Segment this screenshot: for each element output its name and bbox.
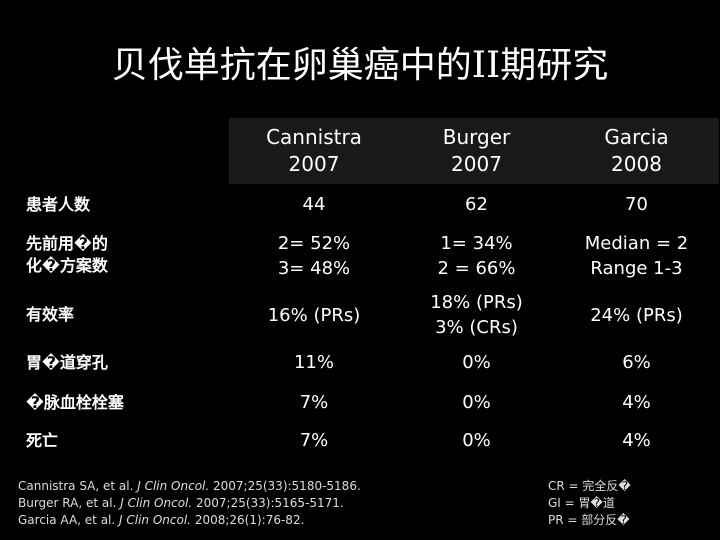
abbreviation-cr: CR = 完全反� — [548, 479, 631, 493]
table-cell: 7% — [299, 392, 329, 413]
table-cell: 2= 52% 3= 48% — [229, 231, 399, 281]
slide-title: 贝伐单抗在卵巢癌中的II期研究 — [111, 45, 609, 86]
reference-citation: 2007;25(33):5165-5171. — [192, 496, 344, 510]
reference-citation: 2008;26(1):76-82. — [191, 513, 305, 527]
table-row: 有效率 16% (PRs) 18% (PRs) 3% (CRs) 24% (PR… — [16, 286, 719, 344]
reference-journal: J Clin Oncol. — [119, 513, 191, 527]
references: Cannistra SA, et al. J Clin Oncol. 2007;… — [18, 478, 361, 529]
header-name: Cannistra — [266, 125, 362, 149]
reference-line: Cannistra SA, et al. J Clin Oncol. 2007;… — [18, 478, 361, 495]
row-label: 胃�道穿孔 — [26, 353, 108, 372]
abbreviation-gi: GI = 胃�道 — [548, 496, 615, 510]
reference-line: Burger RA, et al. J Clin Oncol. 2007;25(… — [18, 495, 361, 512]
cell-line: 2 = 66% — [437, 258, 516, 279]
table-cell: 16% (PRs) — [267, 305, 361, 326]
table-cell: 4% — [622, 430, 651, 451]
row-label-line: 先前用�的 — [26, 234, 108, 253]
header-garcia: Garcia 2008 — [554, 124, 719, 178]
reference-authors: Burger RA, et al. — [18, 496, 121, 510]
header-year: 2007 — [451, 152, 502, 176]
table-cell: 0% — [462, 392, 491, 413]
table-cell: 0% — [462, 352, 491, 373]
table-cell: 7% — [299, 430, 329, 451]
row-label: 先前用�的 化�方案数 — [26, 233, 108, 277]
header-band — [229, 118, 719, 184]
table-cell: 62 — [465, 194, 488, 215]
header-name: Garcia — [604, 125, 669, 149]
cell-line: Median = 2 — [584, 233, 689, 254]
reference-authors: Cannistra SA, et al. — [18, 479, 138, 493]
header-name: Burger — [442, 125, 511, 149]
abbreviation-pr: PR = 部分反� — [548, 513, 630, 527]
table-row: �脉血栓栓塞 7% 0% 4% — [16, 384, 719, 422]
table-row: 先前用�的 化�方案数 2= 52% 3= 48% 1= 34% 2 = 66%… — [16, 226, 719, 286]
table-cell: 44 — [302, 194, 326, 215]
table-row: 死亡 7% 0% 4% — [16, 422, 719, 460]
header-year: 2008 — [611, 152, 662, 176]
reference-citation: 2007;25(33):5180-5186. — [209, 479, 361, 493]
table-cell: 0% — [462, 430, 491, 451]
table-cell: 11% — [293, 352, 334, 373]
table-cell: 18% (PRs) 3% (CRs) — [399, 290, 554, 340]
row-label: 死亡 — [26, 431, 59, 450]
table-row: 胃�道穿孔 11% 0% 6% — [16, 344, 719, 382]
table-cell: 24% (PRs) — [590, 305, 683, 326]
table-cell: 4% — [622, 392, 651, 413]
row-label: 有效率 — [26, 305, 75, 324]
reference-authors: Garcia AA, et al. — [18, 513, 120, 527]
abbreviations: CR = 完全反� GI = 胃�道 PR = 部分反� — [548, 478, 631, 529]
table-cell: 6% — [622, 352, 651, 373]
cell-line: 3= 48% — [277, 258, 351, 279]
cell-line: 3% (CRs) — [435, 317, 518, 338]
header-year: 2007 — [288, 152, 340, 176]
row-label: 患者人数 — [26, 195, 91, 214]
cell-line: Range 1-3 — [590, 258, 683, 279]
table-cell: 70 — [625, 194, 648, 215]
reference-journal: J Clin Oncol. — [137, 479, 210, 493]
cell-line: 2= 52% — [277, 233, 351, 254]
reference-journal: J Clin Oncol. — [120, 496, 193, 510]
row-label-line: 化�方案数 — [26, 256, 108, 275]
table-cell: 1= 34% 2 = 66% — [399, 231, 554, 281]
cell-line: 1= 34% — [440, 233, 513, 254]
table-cell: Median = 2 Range 1-3 — [554, 231, 719, 281]
table-row: 患者人数 44 62 70 — [16, 188, 719, 222]
header-burger: Burger 2007 — [399, 124, 554, 178]
cell-line: 18% (PRs) — [430, 292, 523, 313]
reference-line: Garcia AA, et al. J Clin Oncol. 2008;26(… — [18, 512, 361, 529]
header-cannistra: Cannistra 2007 — [229, 124, 399, 178]
row-label: �脉血栓栓塞 — [26, 393, 124, 412]
